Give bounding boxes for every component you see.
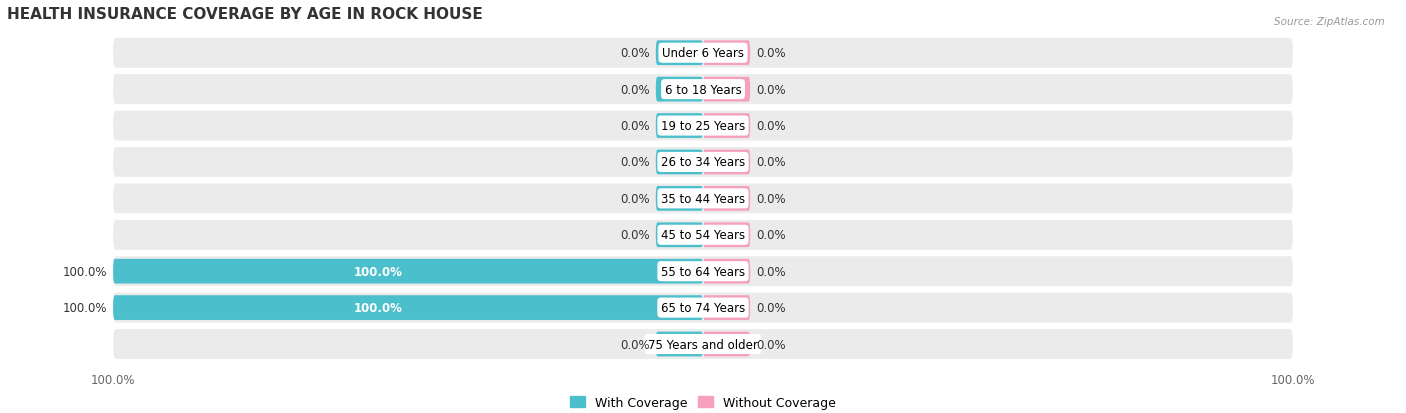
- Text: 0.0%: 0.0%: [756, 156, 786, 169]
- Text: 75 Years and older: 75 Years and older: [648, 338, 758, 351]
- Text: 35 to 44 Years: 35 to 44 Years: [661, 192, 745, 205]
- Text: 0.0%: 0.0%: [756, 229, 786, 242]
- FancyBboxPatch shape: [112, 220, 1294, 250]
- Text: 26 to 34 Years: 26 to 34 Years: [661, 156, 745, 169]
- FancyBboxPatch shape: [112, 259, 703, 284]
- FancyBboxPatch shape: [703, 223, 751, 247]
- Text: 0.0%: 0.0%: [620, 83, 650, 96]
- Text: 100.0%: 100.0%: [63, 265, 107, 278]
- FancyBboxPatch shape: [655, 114, 703, 139]
- FancyBboxPatch shape: [112, 256, 1294, 287]
- FancyBboxPatch shape: [112, 39, 1294, 69]
- FancyBboxPatch shape: [112, 184, 1294, 214]
- FancyBboxPatch shape: [703, 114, 751, 139]
- FancyBboxPatch shape: [112, 75, 1294, 105]
- Text: 0.0%: 0.0%: [756, 338, 786, 351]
- Text: 55 to 64 Years: 55 to 64 Years: [661, 265, 745, 278]
- Text: 6 to 18 Years: 6 to 18 Years: [665, 83, 741, 96]
- Text: 0.0%: 0.0%: [620, 120, 650, 133]
- FancyBboxPatch shape: [655, 187, 703, 211]
- Text: 0.0%: 0.0%: [620, 47, 650, 60]
- Text: 0.0%: 0.0%: [756, 192, 786, 205]
- FancyBboxPatch shape: [655, 332, 703, 356]
- Text: 100.0%: 100.0%: [354, 265, 404, 278]
- Text: 0.0%: 0.0%: [620, 338, 650, 351]
- FancyBboxPatch shape: [112, 112, 1294, 141]
- FancyBboxPatch shape: [703, 187, 751, 211]
- Text: 100.0%: 100.0%: [354, 301, 404, 314]
- Text: 0.0%: 0.0%: [756, 120, 786, 133]
- Text: 0.0%: 0.0%: [620, 229, 650, 242]
- Text: 0.0%: 0.0%: [620, 192, 650, 205]
- FancyBboxPatch shape: [112, 148, 1294, 178]
- Text: 0.0%: 0.0%: [756, 83, 786, 96]
- Text: 0.0%: 0.0%: [756, 265, 786, 278]
- Text: 0.0%: 0.0%: [620, 156, 650, 169]
- FancyBboxPatch shape: [655, 78, 703, 102]
- FancyBboxPatch shape: [703, 259, 751, 284]
- Text: 0.0%: 0.0%: [756, 47, 786, 60]
- Text: 45 to 54 Years: 45 to 54 Years: [661, 229, 745, 242]
- Text: HEALTH INSURANCE COVERAGE BY AGE IN ROCK HOUSE: HEALTH INSURANCE COVERAGE BY AGE IN ROCK…: [7, 7, 482, 22]
- Text: 65 to 74 Years: 65 to 74 Years: [661, 301, 745, 314]
- FancyBboxPatch shape: [655, 41, 703, 66]
- FancyBboxPatch shape: [703, 78, 751, 102]
- FancyBboxPatch shape: [703, 332, 751, 356]
- FancyBboxPatch shape: [655, 223, 703, 247]
- FancyBboxPatch shape: [112, 293, 1294, 323]
- FancyBboxPatch shape: [112, 296, 703, 320]
- FancyBboxPatch shape: [655, 150, 703, 175]
- Text: Under 6 Years: Under 6 Years: [662, 47, 744, 60]
- Text: 0.0%: 0.0%: [756, 301, 786, 314]
- Text: 19 to 25 Years: 19 to 25 Years: [661, 120, 745, 133]
- Legend: With Coverage, Without Coverage: With Coverage, Without Coverage: [571, 396, 835, 409]
- FancyBboxPatch shape: [703, 41, 751, 66]
- Text: 100.0%: 100.0%: [63, 301, 107, 314]
- FancyBboxPatch shape: [703, 296, 751, 320]
- FancyBboxPatch shape: [703, 150, 751, 175]
- FancyBboxPatch shape: [112, 329, 1294, 359]
- Text: Source: ZipAtlas.com: Source: ZipAtlas.com: [1274, 17, 1385, 26]
